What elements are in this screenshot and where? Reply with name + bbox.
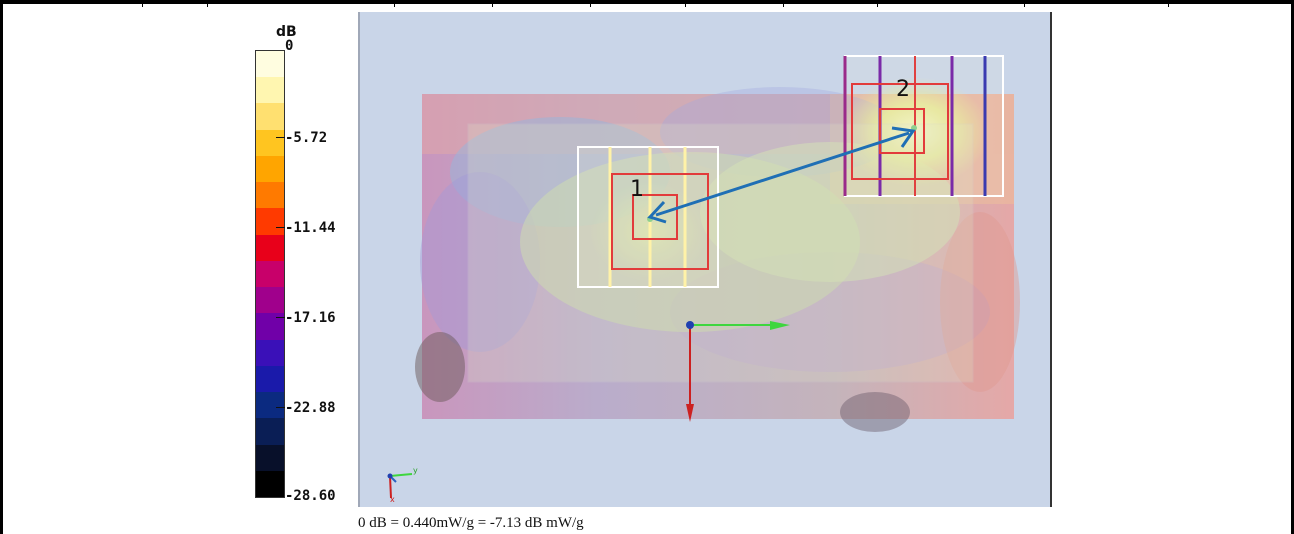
colorbar-segment xyxy=(256,103,284,130)
table-top-border xyxy=(0,0,1294,4)
sar-3d-viewport[interactable]: 1 2 y x xyxy=(358,12,1052,507)
table-right-border xyxy=(1291,0,1294,534)
tick-1: -5.72 xyxy=(285,130,328,146)
colorbar-segment xyxy=(256,392,284,419)
triad-x-label: x xyxy=(390,495,395,504)
tick-5: -28.60 xyxy=(285,488,336,504)
colorbar-segment xyxy=(256,208,284,235)
colorbar-segment xyxy=(256,444,284,471)
tick-2: -11.44 xyxy=(285,220,336,236)
marker-2-label: 2 xyxy=(896,77,910,102)
colorbar-segment xyxy=(256,155,284,183)
marker-1-label: 1 xyxy=(630,177,644,202)
reference-caption: 0 dB = 0.440mW/g = -7.13 dB mW/g xyxy=(358,515,584,531)
table-left-border xyxy=(0,0,3,534)
tick-4: -22.88 xyxy=(285,400,336,416)
tick-3: -17.16 xyxy=(285,310,336,326)
colorbar-segment xyxy=(256,470,284,497)
colorbar-segment xyxy=(256,77,284,104)
colorbar-segment xyxy=(256,182,284,209)
colorbar-segment xyxy=(256,260,284,288)
colorbar-segment xyxy=(256,418,284,445)
peak-link-arrow xyxy=(647,126,916,224)
colorbar-unit: dB xyxy=(276,24,297,40)
colorbar xyxy=(255,50,285,498)
corner-axis-triad xyxy=(387,473,413,499)
colorbar-segment xyxy=(256,51,284,78)
table-top-cells xyxy=(0,0,1294,7)
colorbar-segment xyxy=(256,365,284,393)
origin-axes xyxy=(686,321,790,422)
colorbar-segment xyxy=(256,339,284,366)
triad-y-label: y xyxy=(413,466,418,475)
tick-0: 0 xyxy=(285,38,294,54)
colorbar-segment xyxy=(256,234,284,261)
colorbar-segment xyxy=(256,129,284,156)
colorbar-segment xyxy=(256,287,284,314)
sar-distribution-plot xyxy=(387,55,1020,499)
zoom-scan-area-2 xyxy=(843,55,1004,197)
